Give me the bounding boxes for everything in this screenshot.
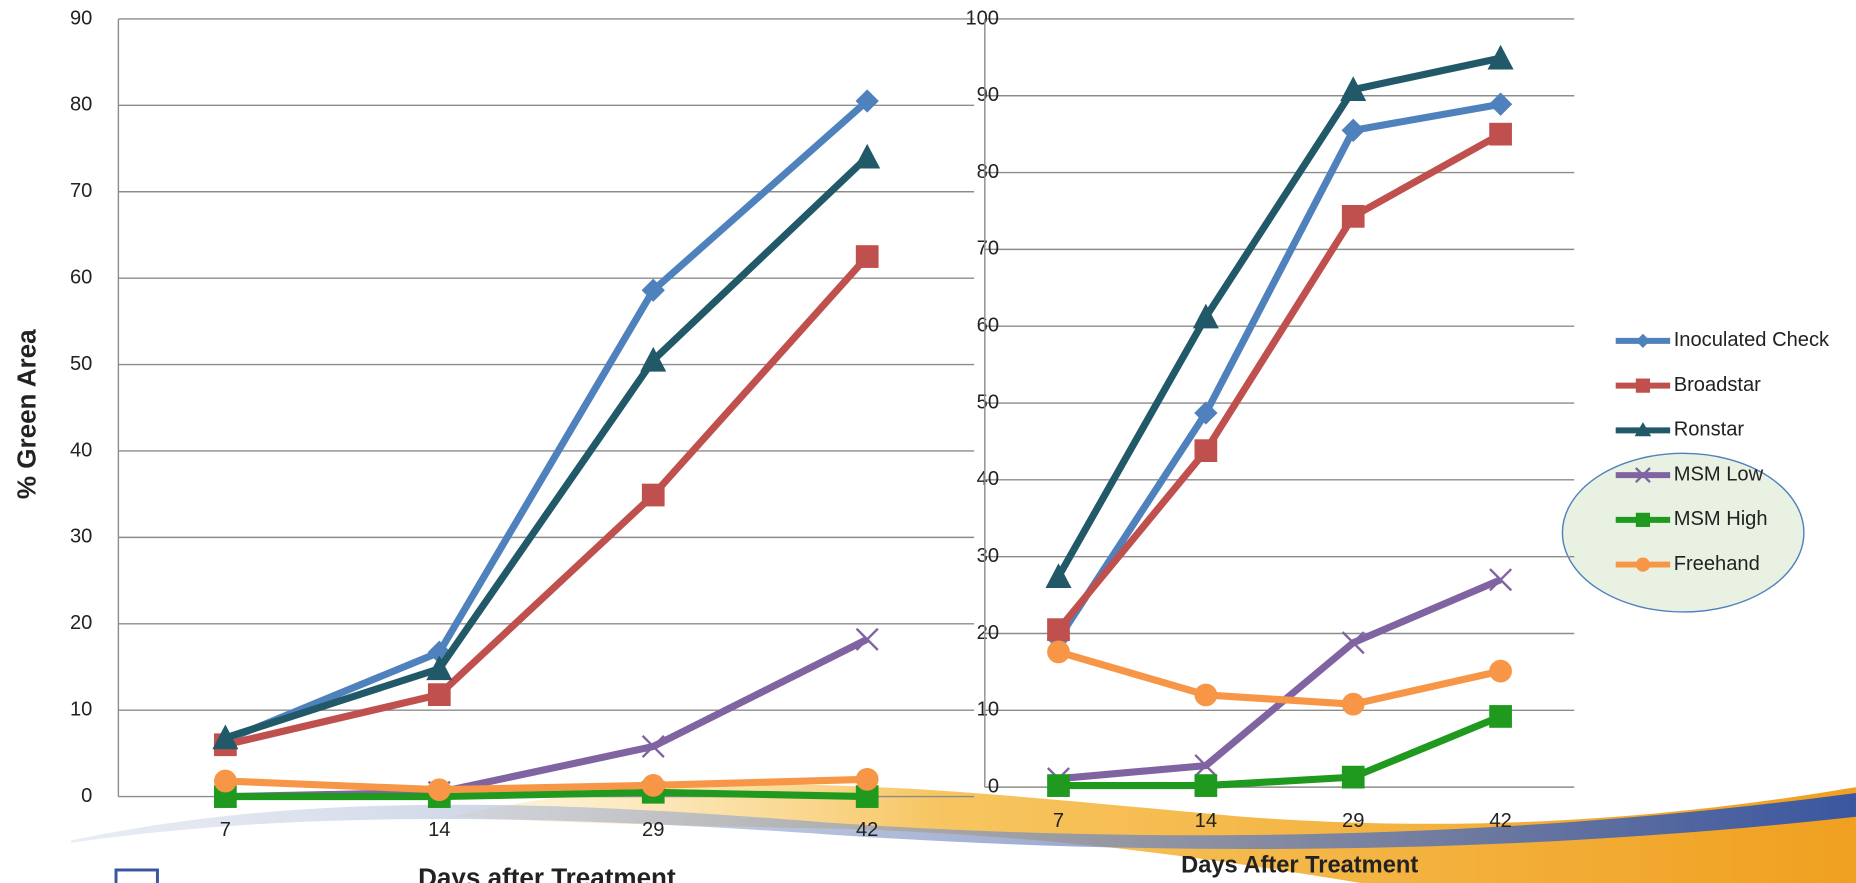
y-tick-label: 70 (977, 238, 999, 260)
y-tick-label: 30 (70, 526, 92, 548)
legend-label: MSM High (1674, 508, 1768, 530)
series-line (1058, 576, 1502, 783)
marker (1047, 640, 1070, 664)
marker (1488, 92, 1513, 116)
y-tick-label: 50 (977, 391, 999, 413)
marker (1489, 705, 1512, 728)
marker (212, 724, 239, 750)
series-line (1055, 100, 1502, 641)
marker (213, 769, 237, 793)
legend-marker (1635, 333, 1651, 348)
series-line (225, 775, 868, 794)
series-line (1055, 54, 1502, 579)
x-tick-label: 14 (1195, 810, 1217, 832)
marker (1341, 692, 1365, 716)
marker (1194, 401, 1218, 425)
marker (640, 346, 667, 372)
legend-label: Freehand (1674, 553, 1760, 575)
marker (1489, 122, 1512, 146)
marker (1341, 631, 1365, 655)
y-tick-label: 0 (988, 775, 999, 797)
marker (641, 734, 665, 758)
marker (1341, 204, 1365, 228)
series-line (225, 788, 868, 801)
marker (1489, 568, 1513, 592)
x-tick-label: 29 (1342, 810, 1364, 832)
y-tick-label: 90 (70, 7, 92, 29)
marker (1194, 754, 1218, 778)
y-tick-label: 10 (70, 699, 92, 721)
legend-marker (1635, 557, 1651, 572)
marker (854, 143, 881, 169)
legend-marker (1634, 422, 1652, 437)
marker (1045, 563, 1072, 589)
y-tick-label: 40 (977, 468, 999, 490)
y-tick-label: 60 (977, 315, 999, 337)
marker (427, 683, 451, 706)
series-line (224, 98, 870, 744)
legend-marker (1635, 512, 1651, 527)
marker (1340, 76, 1367, 101)
y-tick-label: 60 (70, 266, 92, 288)
x-tick-label: 42 (856, 819, 878, 841)
marker (855, 245, 879, 268)
marker (1194, 439, 1218, 463)
legend-label: Broadstar (1674, 374, 1761, 396)
marker (641, 773, 665, 797)
y-tick-label: 20 (70, 612, 92, 634)
marker (641, 483, 665, 507)
marker (1341, 118, 1365, 142)
marker (1194, 774, 1218, 797)
series-line (1055, 131, 1503, 632)
series-line (1057, 648, 1502, 708)
legend-marker (1635, 378, 1651, 393)
marker (641, 278, 665, 302)
marker (855, 89, 879, 113)
series-line (225, 636, 869, 801)
marker (426, 655, 453, 681)
legend-label: Inoculated Check (1674, 329, 1830, 351)
marker (1047, 618, 1070, 642)
legend-highlight (1561, 452, 1805, 613)
series-line (1058, 713, 1502, 790)
y-axis-title: % Green Area (11, 329, 41, 499)
marker (855, 627, 879, 651)
y-tick-label: 10 (977, 699, 999, 721)
y-tick-label: 40 (70, 439, 92, 461)
marker (1489, 659, 1512, 683)
y-tick-label: 90 (977, 84, 999, 106)
y-tick-label: 80 (977, 161, 999, 183)
y-tick-label: 70 (70, 180, 92, 202)
marker (855, 767, 879, 791)
legend-marker (1634, 467, 1651, 484)
x-axis-title: Days after Treatment (418, 862, 676, 883)
marker (1192, 303, 1219, 329)
legend-label: MSM Low (1674, 463, 1764, 485)
marker (1487, 44, 1514, 70)
x-axis-title: Days After Treatment (1181, 853, 1418, 879)
series-line (224, 254, 870, 749)
marker (1194, 683, 1218, 707)
x-tick-label: 29 (642, 819, 664, 841)
y-tick-label: 100 (965, 7, 999, 29)
marker (1341, 765, 1365, 789)
y-tick-label: 80 (70, 94, 92, 116)
x-tick-label: 7 (1053, 810, 1064, 832)
legend-label: Ronstar (1674, 419, 1745, 441)
x-tick-label: 7 (220, 819, 231, 841)
background-swoosh (71, 784, 1856, 883)
y-tick-label: 50 (70, 353, 92, 375)
series-line (224, 154, 870, 742)
y-tick-label: 0 (81, 785, 92, 807)
x-tick-label: 42 (1489, 810, 1511, 832)
marker (427, 778, 451, 802)
x-tick-label: 14 (428, 819, 450, 841)
y-tick-label: 30 (977, 545, 999, 567)
marker (1047, 774, 1070, 797)
y-tick-label: 20 (977, 622, 999, 644)
